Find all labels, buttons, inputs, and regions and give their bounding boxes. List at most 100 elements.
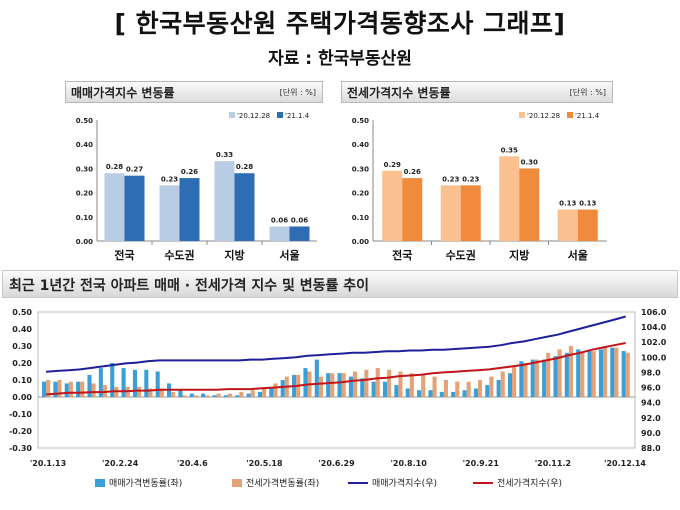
trend-jeonse-bar [409, 373, 414, 397]
trend-jeonse-bar [227, 393, 233, 397]
trend-sale-bar [257, 391, 263, 397]
jeonse-change-legend-label: '20.12.28 [527, 112, 560, 120]
trend-jeonse-bar [398, 371, 403, 397]
sale-change-legend-label: '20.12.28 [237, 112, 270, 120]
trend-sale-bar [473, 388, 478, 397]
trend-sale-bar [553, 356, 558, 397]
jeonse-change-data-label: 0.35 [501, 146, 518, 154]
jeonse-change-unit: [단위 : %] [569, 88, 606, 97]
trend-jeonse-bar [512, 366, 517, 397]
trend-sale-bar [542, 359, 547, 397]
trend-jeonse-bar [546, 352, 551, 397]
trend-right-tick-label: 102.0 [641, 338, 667, 347]
sale-change-legend-swatch [277, 112, 283, 118]
trend-x-tick-label: '20.6.29 [318, 459, 355, 468]
trend-jeonse-bar [68, 381, 73, 397]
trend-plot-frame [37, 311, 636, 449]
trend-jeonse-bar [148, 388, 153, 397]
jeonse-change-bar [460, 185, 481, 241]
trend-jeonse-bar [250, 390, 255, 397]
jeonse-change-ytick-label: 0.20 [352, 190, 369, 198]
trend-jeonse-bar [91, 383, 96, 397]
jeonse-change-bar [382, 170, 403, 241]
jeonse-change-title: 전세가격지수 변동률 [347, 86, 451, 100]
trend-sale-bar [64, 383, 69, 397]
trend-jeonse-bar [455, 381, 460, 397]
trend-sale-bar [201, 393, 206, 397]
sale-change-bar [124, 175, 145, 241]
sale-change-data-label: 0.28 [236, 163, 253, 171]
jeonse-change-ytick-label: 0.30 [352, 165, 369, 173]
trend-jeonse-bar [171, 391, 176, 397]
trend-jeonse-bar [341, 373, 346, 397]
trend-jeonse-bar [477, 380, 483, 397]
trend-jeonse-bar [57, 380, 62, 397]
sale-change-category-label: 전국 [114, 248, 134, 262]
trend-sale-bar [496, 380, 501, 397]
trend-left-tick-label: -0.30 [9, 444, 32, 453]
trend-right-tick-label: 106.0 [641, 308, 667, 317]
sale-change-header: 매매가격지수 변동률 [단위 : %] [65, 81, 323, 103]
jeonse-change-data-label: 0.13 [559, 200, 576, 208]
trend-jeonse-bar [216, 393, 221, 397]
sale-change-ytick-label: 0.50 [76, 117, 93, 125]
jeonse-change-bar [402, 178, 423, 241]
sale-change-data-label: 0.27 [126, 166, 143, 174]
trend-sale-bar [371, 381, 376, 397]
trend-jeonse-bar [80, 381, 85, 397]
sale-change-data-label: 0.06 [291, 216, 308, 224]
sale-change-legend-label: '21.1.4 [285, 112, 310, 120]
sale-change-ytick-label: 0.40 [76, 141, 93, 149]
sale-change-category-label: 수도권 [164, 249, 194, 262]
trend-right-tick-label: 104.0 [641, 323, 667, 332]
trend-sale-bar [53, 381, 58, 397]
trend-x-tick-label: '20.11.2 [535, 459, 571, 468]
trend-sale-bar [189, 393, 194, 397]
trend-sale-bar [598, 349, 603, 397]
trend-left-tick-label: -0.10 [9, 410, 32, 419]
trend-jeonse-bar [239, 391, 244, 397]
trend-jeonse-bar [46, 380, 51, 397]
trend-legend-swatch [95, 479, 105, 487]
trend-x-tick-label: '20.8.10 [390, 459, 427, 468]
trend-sale-bar [610, 347, 615, 397]
trend-sale-bar [394, 385, 399, 397]
trend-right-tick-label: 92.0 [641, 414, 661, 423]
jeonse-change-ytick-label: 0.00 [352, 238, 369, 246]
trend-jeonse-bar [375, 368, 380, 397]
trend-jeonse-bar [443, 380, 448, 397]
trend-left-tick-label: 0.00 [12, 393, 32, 402]
trend-sale-bar [428, 390, 433, 397]
trend-jeonse-bar [489, 376, 494, 397]
trend-chart: 0.50 0.40 0.30 0.20 0.10 0.00 -0.10 -0.20 -0.30 1… [9, 308, 667, 489]
trend-sale-bar [314, 359, 319, 397]
trend-sale-bar [485, 385, 490, 397]
sale-change-data-label: 0.28 [106, 163, 123, 171]
jeonse-change-bar [440, 185, 461, 241]
sale-change-unit: [단위 : %] [279, 88, 316, 97]
jeonse-change-data-label: 0.26 [404, 168, 421, 176]
sale-change-bar [104, 173, 125, 241]
jeonse-change-data-label: 0.30 [521, 158, 538, 166]
trend-jeonse-bar [602, 346, 608, 397]
jeonse-change-data-label: 0.29 [384, 161, 401, 169]
sale-change-category-label: 서울 [279, 248, 299, 262]
trend-x-tick-label: '20.9.21 [463, 459, 500, 468]
trend-sale-bar [621, 351, 626, 397]
trend-legend-label: 전세가격변동률(좌) [246, 477, 319, 489]
trend-sale-bar [451, 391, 456, 397]
trend-sale-bar [303, 368, 308, 397]
trend-sale-bar [326, 373, 331, 397]
trend-sale-bar [360, 378, 365, 397]
sale-change-bar [179, 178, 200, 241]
sale-change-ytick-label: 0.10 [76, 214, 93, 222]
sale-change-title: 매매가격지수 변동률 [71, 86, 175, 100]
sale-change-data-label: 0.06 [271, 216, 288, 224]
jeonse-change-legend-label: '21.1.4 [575, 112, 600, 120]
trend-sale-bar [223, 395, 228, 397]
trend-sale-bar [98, 368, 103, 397]
jeonse-change-data-label: 0.23 [462, 175, 479, 183]
jeonse-change-data-label: 0.23 [442, 175, 459, 183]
trend-jeonse-bar [137, 386, 142, 397]
page-title: [ 한국부동산원 주택가격동향조사 그래프] [114, 9, 566, 38]
